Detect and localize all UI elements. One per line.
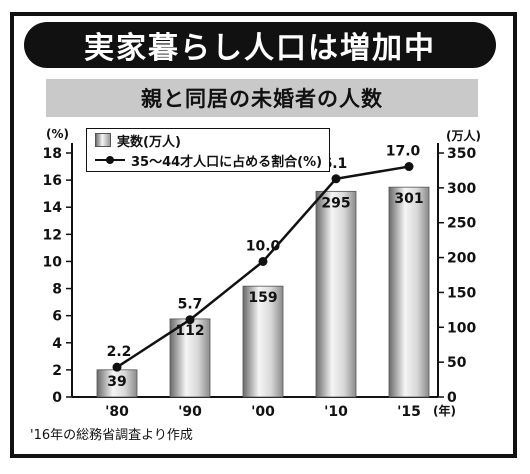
bar: [169, 318, 211, 398]
legend-item-line: 35～44才人口に占める割合(%): [95, 151, 323, 170]
bar: [96, 369, 138, 398]
left-tick-label: 6: [52, 309, 62, 325]
bar: [315, 190, 357, 398]
right-axis-unit: (万人): [446, 129, 481, 143]
left-axis-unit: (%): [46, 127, 69, 141]
chart-title: 実家暮らし人口は増加中: [24, 22, 496, 68]
right-tick-label: 250: [447, 216, 476, 232]
line-point: [185, 315, 195, 325]
bar-value-label: 112: [175, 323, 204, 339]
left-tick-label: 18: [43, 146, 62, 162]
bar-value-label: 301: [394, 191, 423, 207]
x-tick-label: '15: [397, 404, 421, 420]
bar-value-label: 159: [248, 290, 277, 306]
right-tick-label: 300: [447, 181, 476, 197]
x-axis-unit: (年): [433, 404, 456, 418]
line-value-label: 10.0: [246, 238, 281, 254]
legend-line-label: 35～44才人口に占める割合(%): [131, 154, 323, 170]
bar: [388, 186, 430, 398]
legend-bar-label: 実数(万人): [117, 134, 181, 150]
left-tick-label: 0: [52, 390, 62, 406]
right-tick-label: 50: [447, 355, 467, 371]
bar-value-label: 39: [107, 374, 126, 390]
left-tick-label: 4: [52, 336, 62, 352]
x-tick-label: '00: [251, 404, 275, 420]
line-value-label: 5.7: [178, 297, 203, 313]
left-tick-label: 14: [43, 200, 63, 216]
right-tick-label: 100: [447, 320, 476, 336]
line-value-label: 2.2: [107, 344, 132, 360]
line-point: [331, 174, 341, 184]
right-tick-label: 0: [447, 390, 457, 406]
line-point: [404, 162, 414, 172]
right-tick-label: 150: [447, 285, 476, 301]
left-tick-label: 12: [43, 227, 62, 243]
line-swatch-icon: [95, 154, 125, 166]
left-tick-label: 16: [43, 173, 62, 189]
chart-legend: 実数(万人) 35～44才人口に占める割合(%): [86, 128, 330, 172]
line-point: [112, 362, 122, 372]
source-note: '16年の総務省調査より作成: [30, 428, 193, 443]
line-value-label: 17.0: [386, 144, 421, 160]
left-tick-label: 8: [52, 282, 62, 298]
line-point: [258, 256, 268, 266]
right-tick-label: 350: [447, 146, 476, 162]
left-tick-label: 2: [52, 363, 62, 379]
x-tick-label: '80: [105, 404, 129, 420]
bar-value-label: 295: [321, 195, 350, 211]
x-tick-label: '90: [178, 404, 202, 420]
bar: [242, 285, 284, 398]
legend-item-bars: 実数(万人): [95, 131, 181, 150]
chart-subtitle: 親と同居の未婚者の人数: [46, 79, 478, 117]
left-tick-label: 10: [43, 254, 63, 270]
x-tick-label: '10: [324, 404, 348, 420]
right-tick-label: 200: [447, 251, 476, 267]
bar-swatch-icon: [95, 133, 111, 147]
